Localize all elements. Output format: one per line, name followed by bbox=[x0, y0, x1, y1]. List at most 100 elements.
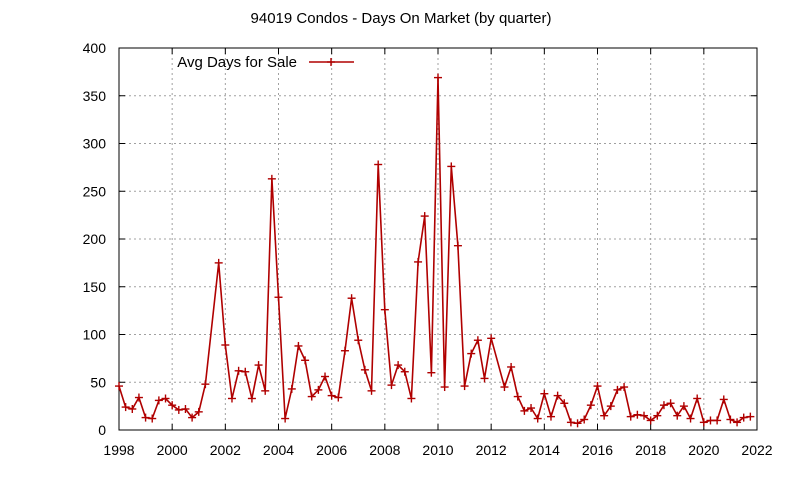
data-point bbox=[467, 349, 476, 358]
data-point bbox=[453, 241, 462, 250]
data-point bbox=[520, 406, 529, 415]
x-tick-label: 2010 bbox=[422, 442, 453, 458]
data-point bbox=[480, 374, 489, 383]
data-point bbox=[699, 418, 708, 427]
y-tick-label: 300 bbox=[83, 136, 107, 152]
data-point bbox=[347, 294, 356, 303]
data-point bbox=[214, 258, 223, 267]
data-point bbox=[414, 257, 423, 266]
y-tick-label: 100 bbox=[83, 327, 107, 343]
legend-label: Avg Days for Sale bbox=[177, 54, 297, 71]
data-point bbox=[128, 404, 137, 413]
data-point bbox=[739, 413, 748, 422]
data-point bbox=[434, 73, 442, 82]
data-point bbox=[540, 389, 549, 398]
data-point bbox=[354, 336, 363, 345]
data-point bbox=[513, 392, 522, 401]
data-point bbox=[640, 411, 649, 420]
data-point bbox=[593, 382, 602, 391]
data-point bbox=[507, 362, 516, 371]
x-tick-label: 2020 bbox=[688, 442, 719, 458]
x-tick-label: 1998 bbox=[103, 442, 134, 458]
data-point bbox=[314, 385, 323, 394]
data-point bbox=[646, 416, 655, 425]
data-point bbox=[586, 401, 595, 410]
data-point bbox=[719, 395, 728, 404]
y-tick-label: 250 bbox=[83, 183, 107, 199]
x-tick-label: 2014 bbox=[529, 442, 560, 458]
y-tick-label: 350 bbox=[83, 88, 107, 104]
x-tick-label: 2012 bbox=[476, 442, 507, 458]
data-point bbox=[367, 386, 376, 395]
data-point bbox=[487, 334, 496, 343]
data-point bbox=[679, 402, 688, 411]
x-tick-label: 2018 bbox=[635, 442, 666, 458]
data-point bbox=[201, 380, 210, 389]
data-point bbox=[686, 414, 695, 423]
chart-title: 94019 Condos - Days On Market (by quarte… bbox=[251, 10, 552, 27]
data-point bbox=[580, 415, 589, 424]
y-tick-label: 200 bbox=[83, 231, 107, 247]
grid bbox=[119, 48, 757, 430]
data-point bbox=[606, 402, 615, 411]
data-point bbox=[693, 394, 702, 403]
data-point bbox=[174, 405, 183, 414]
data-point bbox=[447, 162, 456, 171]
data-point bbox=[261, 386, 270, 395]
series-line bbox=[118, 77, 751, 425]
data-point bbox=[626, 412, 635, 421]
x-tick-label: 2004 bbox=[263, 442, 294, 458]
data-point bbox=[307, 392, 316, 401]
data-point bbox=[460, 382, 469, 391]
legend: Avg Days for Sale bbox=[177, 54, 354, 71]
data-point bbox=[267, 174, 276, 183]
data-point bbox=[560, 399, 569, 408]
data-point bbox=[380, 305, 389, 314]
data-point bbox=[746, 412, 755, 421]
data-point bbox=[726, 415, 735, 424]
data-point bbox=[148, 414, 157, 423]
data-point bbox=[194, 407, 203, 416]
data-point bbox=[161, 394, 170, 403]
data-point bbox=[533, 414, 542, 423]
data-point bbox=[254, 361, 263, 370]
data-point bbox=[334, 393, 343, 402]
data-point bbox=[600, 411, 609, 420]
x-tick-label: 2006 bbox=[316, 442, 347, 458]
data-point bbox=[620, 383, 629, 392]
data-point bbox=[121, 403, 130, 412]
data-point bbox=[407, 394, 416, 403]
data-point bbox=[613, 385, 622, 394]
data-point bbox=[553, 391, 562, 400]
data-point bbox=[733, 418, 742, 427]
data-point bbox=[566, 418, 575, 427]
x-tick-label: 2002 bbox=[210, 442, 241, 458]
data-point bbox=[653, 411, 662, 420]
data-point bbox=[294, 341, 303, 350]
data-point bbox=[374, 160, 383, 169]
x-tick-label: 2008 bbox=[369, 442, 400, 458]
y-tick-label: 400 bbox=[83, 40, 107, 56]
x-tick-label: 2000 bbox=[157, 442, 188, 458]
y-tick-label: 50 bbox=[90, 374, 106, 390]
series-layer bbox=[115, 73, 755, 428]
data-point bbox=[227, 394, 236, 403]
data-point bbox=[500, 383, 509, 392]
data-point bbox=[394, 361, 403, 370]
data-point bbox=[181, 404, 190, 413]
data-point bbox=[188, 413, 197, 422]
data-point bbox=[321, 372, 330, 381]
data-point bbox=[327, 391, 336, 400]
data-point bbox=[168, 401, 177, 410]
data-point bbox=[281, 414, 290, 423]
data-point bbox=[287, 384, 296, 393]
data-point bbox=[659, 401, 668, 410]
data-point bbox=[221, 341, 230, 350]
legend-marker bbox=[327, 58, 335, 66]
data-point bbox=[241, 367, 250, 376]
data-point bbox=[633, 410, 642, 419]
data-point bbox=[301, 356, 310, 365]
data-point bbox=[440, 383, 449, 392]
y-tick-label: 0 bbox=[98, 422, 106, 438]
data-point bbox=[141, 413, 150, 422]
